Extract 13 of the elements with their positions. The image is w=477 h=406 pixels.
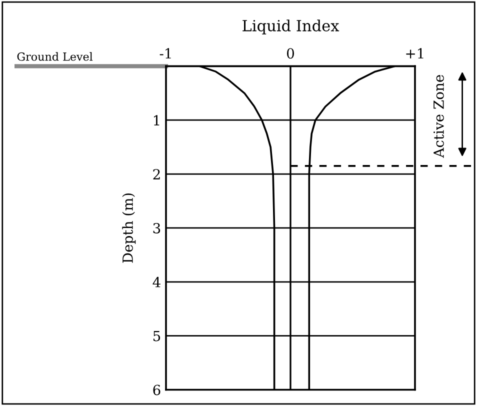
y-axis-title: Depth (m) — [122, 193, 136, 263]
x-tick-label: -1 — [160, 48, 171, 58]
y-tick-label: 3 — [153, 222, 160, 234]
x-axis-title: Liquid Index — [242, 20, 340, 34]
x-tick-label: +1 — [406, 48, 424, 58]
y-tick-label: 4 — [152, 276, 160, 288]
x-tick-label: 0 — [286, 48, 294, 59]
text: Ground Level — [17, 52, 93, 61]
y-tick-label: 6 — [153, 384, 160, 396]
y-tick-label: 5 — [153, 330, 160, 342]
y-tick-label: 1 — [154, 115, 160, 126]
ref-line-label: Active Zone — [434, 75, 444, 158]
y-tick-label: 2 — [153, 169, 160, 180]
